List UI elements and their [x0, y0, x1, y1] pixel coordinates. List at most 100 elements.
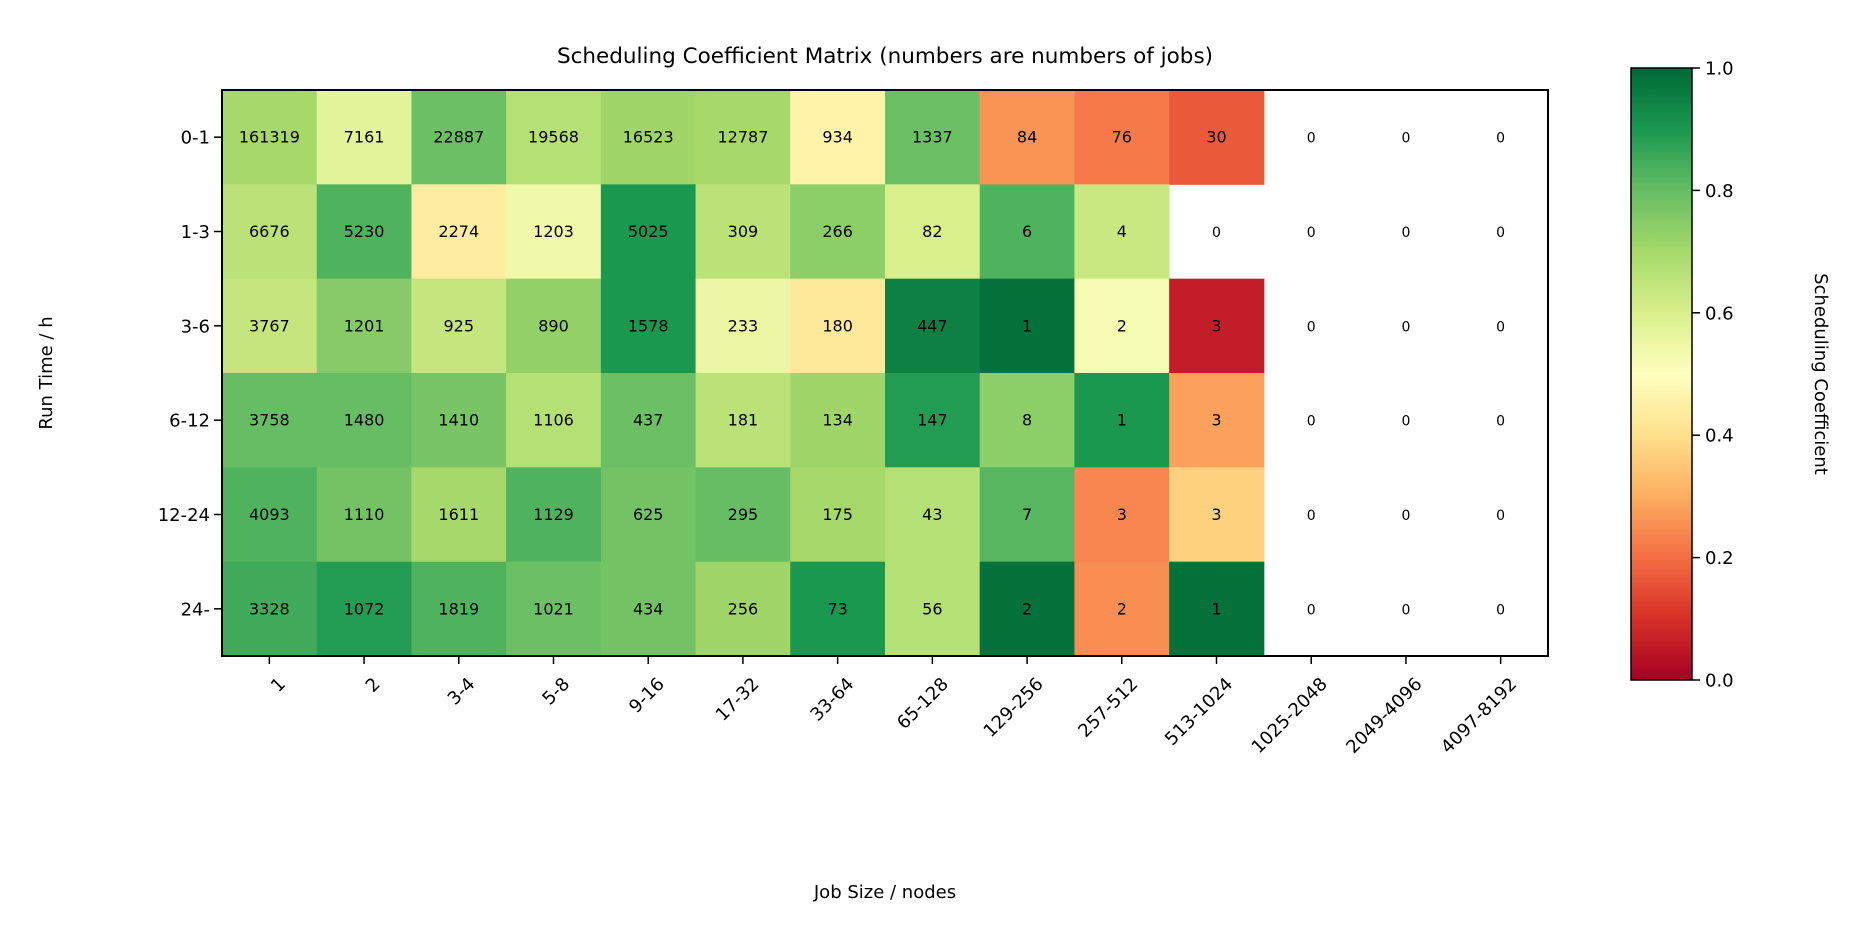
cell-count-label: 0 — [1496, 602, 1505, 618]
cell-count-label: 8 — [1022, 411, 1032, 430]
cell-count-label: 22887 — [433, 128, 484, 147]
heatmap-cell — [695, 184, 791, 280]
cell-count-label: 0 — [1307, 131, 1316, 147]
cell-count-label: 434 — [633, 599, 664, 618]
heatmap-cell — [695, 90, 791, 185]
heatmap-cells — [222, 90, 1265, 657]
heatmap-cell — [411, 90, 507, 185]
heatmap-cell — [790, 561, 886, 657]
cell-count-label: 295 — [728, 505, 759, 524]
heatmap-cell — [506, 561, 602, 657]
x-tick-label: 2049-4096 — [1342, 674, 1426, 758]
heatmap-cell — [600, 467, 697, 563]
x-tick-label: 129-256 — [980, 674, 1048, 742]
heatmap-cell — [222, 184, 318, 280]
heatmap-cell — [979, 373, 1075, 468]
cell-count-label: 1 — [1022, 316, 1032, 335]
cell-count-label: 0 — [1401, 225, 1410, 241]
heatmap-cell — [411, 561, 507, 657]
cell-count-label: 1480 — [344, 411, 385, 430]
cell-labels: 161319 7161 22887 19568 16523 12787 934 1337 84 7… — [239, 128, 1505, 619]
x-tick-label: 1025-2048 — [1248, 674, 1332, 758]
heatmap-cell — [316, 373, 412, 468]
y-tick-label: 1-3 — [181, 222, 210, 243]
heatmap-cell — [506, 184, 602, 280]
heatmap-cell — [222, 467, 318, 563]
cell-count-label: 1819 — [438, 599, 479, 618]
cell-count-label: 309 — [728, 222, 759, 241]
heatmap-cell — [600, 184, 697, 280]
colorbar-tick-label: 0.2 — [1705, 548, 1734, 569]
heatmap-cell — [979, 278, 1075, 374]
cell-count-label: 5025 — [628, 222, 669, 241]
colorbar-tick-label: 1.0 — [1705, 59, 1734, 80]
cell-count-label: 0 — [1307, 508, 1316, 524]
x-tick-label: 257-512 — [1074, 674, 1142, 742]
colorbar-tick-label: 0.6 — [1705, 303, 1734, 324]
heatmap-cell — [1169, 278, 1265, 374]
heatmap-cell — [695, 278, 791, 374]
cell-count-label: 0 — [1401, 131, 1410, 147]
cell-count-label: 447 — [917, 316, 948, 335]
heatmap-cell — [222, 561, 318, 657]
heatmap-cell — [790, 90, 886, 185]
cell-count-label: 1129 — [533, 505, 574, 524]
heatmap-cell — [1074, 467, 1170, 563]
heatmap-cell — [316, 278, 412, 374]
cell-count-label: 3 — [1211, 316, 1221, 335]
cell-count-label: 0 — [1212, 225, 1221, 241]
cell-count-label: 1203 — [533, 222, 574, 241]
y-tick-label: 6-12 — [169, 411, 210, 432]
heatmap-cell — [979, 561, 1075, 657]
heatmap-cell — [506, 373, 602, 468]
cell-count-label: 161319 — [239, 128, 300, 147]
y-tick-label: 0-1 — [181, 128, 210, 149]
cell-count-label: 0 — [1496, 225, 1505, 241]
cell-count-label: 7 — [1022, 505, 1032, 524]
plot-frame — [221, 89, 1549, 657]
heatmap-cell — [600, 373, 697, 468]
cell-count-label: 0 — [1401, 602, 1410, 618]
cell-count-label: 1110 — [344, 505, 385, 524]
x-tick-label: 4097-8192 — [1437, 674, 1521, 758]
heatmap-cell — [411, 467, 507, 563]
cell-count-label: 266 — [822, 222, 853, 241]
heatmap-cell — [1074, 278, 1170, 374]
y-tick-label: 12-24 — [158, 505, 210, 526]
heatmap-cell — [411, 373, 507, 468]
cell-count-label: 0 — [1496, 131, 1505, 147]
heatmap-cell — [1074, 561, 1170, 657]
cell-count-label: 0 — [1401, 319, 1410, 335]
x-tick-label: 5-8 — [538, 674, 574, 710]
heatmap-cell — [979, 90, 1075, 185]
chart-title: Scheduling Coefficient Matrix (numbers a… — [557, 44, 1213, 69]
heatmap-cell — [695, 467, 791, 563]
cell-count-label: 12787 — [717, 128, 768, 147]
y-tick-label: 3-6 — [181, 316, 210, 337]
colorbar — [1630, 67, 1693, 681]
heatmap-cell — [600, 90, 697, 185]
heatmap-cell — [411, 184, 507, 280]
colorbar-tick-label: 0.4 — [1705, 426, 1734, 447]
heatmap-cell — [506, 467, 602, 563]
heatmap-cell — [600, 561, 697, 657]
cell-count-label: 0 — [1307, 225, 1316, 241]
cell-count-label: 0 — [1496, 508, 1505, 524]
cell-count-label: 43 — [922, 505, 942, 524]
heatmap-cell — [1169, 373, 1265, 468]
cell-count-label: 1337 — [912, 128, 953, 147]
cell-count-label: 134 — [822, 411, 853, 430]
cell-count-label: 0 — [1401, 508, 1410, 524]
heatmap-cell — [1169, 90, 1265, 185]
cell-count-label: 1578 — [628, 316, 669, 335]
cell-count-label: 73 — [827, 599, 847, 618]
colorbar-ticks: 0.0 0.2 0.4 0.6 0.8 1.0 — [1692, 59, 1734, 692]
heatmap-cell — [600, 278, 697, 374]
heatmap-cell — [1169, 467, 1265, 563]
cell-count-label: 1201 — [344, 316, 385, 335]
cell-count-label: 437 — [633, 411, 664, 430]
cell-count-label: 3767 — [249, 316, 290, 335]
cell-count-label: 56 — [922, 599, 942, 618]
heatmap-cell — [1074, 90, 1170, 185]
x-tick-label: 513-1024 — [1161, 674, 1237, 750]
